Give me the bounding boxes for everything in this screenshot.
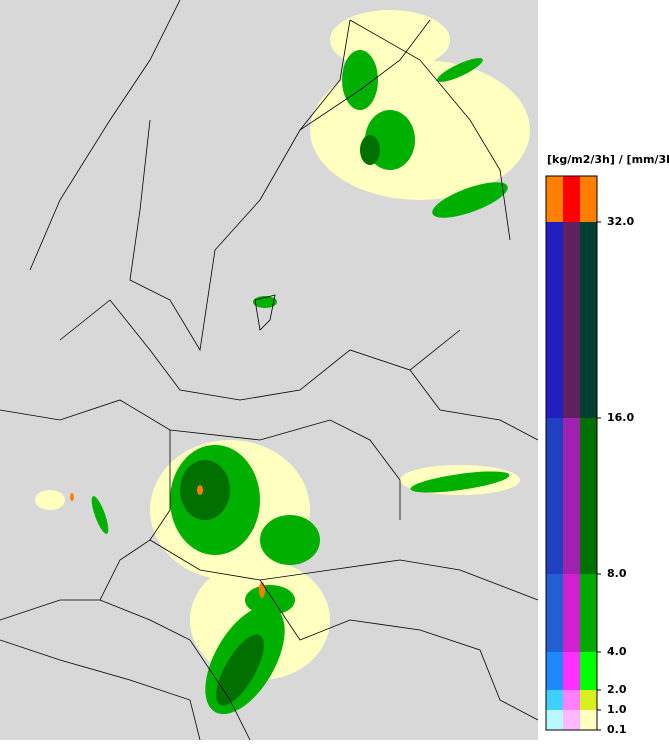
legend-swatch bbox=[580, 710, 597, 730]
legend-tick-label: 0.1 bbox=[607, 723, 627, 736]
legend-swatch bbox=[563, 710, 580, 730]
legend-tick-label: 4.0 bbox=[607, 645, 627, 658]
legend-swatch bbox=[563, 222, 580, 418]
legend-swatch bbox=[580, 222, 597, 418]
legend-tick-label: 16.0 bbox=[607, 411, 634, 424]
legend-swatch bbox=[580, 176, 597, 222]
legend-tick-label: 8.0 bbox=[607, 567, 627, 580]
legend-swatch bbox=[580, 690, 597, 710]
legend-swatch bbox=[546, 222, 563, 418]
legend-tick-label: 2.0 bbox=[607, 683, 627, 696]
legend-swatch bbox=[580, 574, 597, 652]
legend-swatch bbox=[546, 418, 563, 574]
legend-swatch bbox=[546, 176, 563, 222]
legend-tick-label: 32.0 bbox=[607, 215, 634, 228]
map bbox=[0, 0, 539, 741]
legend-swatch bbox=[563, 652, 580, 690]
legend-frame bbox=[545, 175, 598, 731]
legend: [kg/m2/3h] / [mm/3h] 0.1 1.0 2.0 4.0 8.0 16.0… bbox=[545, 153, 669, 736]
legend-swatch bbox=[580, 652, 597, 690]
legend-swatch bbox=[563, 690, 580, 710]
legend-title: [kg/m2/3h] / [mm/3h] bbox=[547, 153, 669, 166]
legend-swatch bbox=[546, 652, 563, 690]
legend-swatch bbox=[563, 176, 580, 222]
legend-swatch bbox=[546, 690, 563, 710]
legend-tick-label: 1.0 bbox=[607, 703, 627, 716]
legend-swatch bbox=[546, 710, 563, 730]
legend-swatch bbox=[580, 418, 597, 574]
legend-swatch bbox=[563, 418, 580, 574]
legend-swatch bbox=[546, 574, 563, 652]
legend-swatch bbox=[563, 574, 580, 652]
